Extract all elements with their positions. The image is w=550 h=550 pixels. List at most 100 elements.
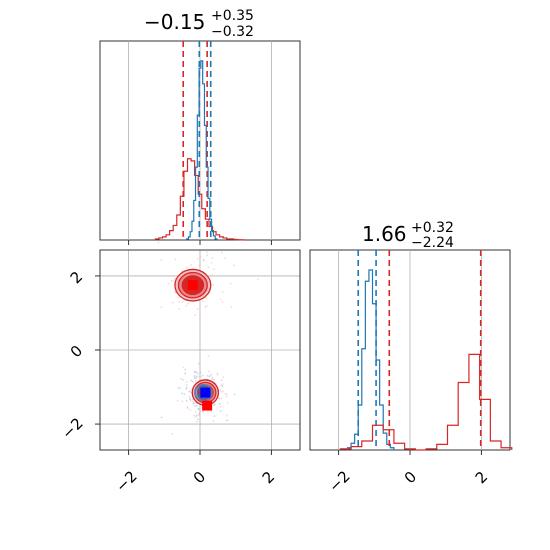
scatter-point-red-0 (207, 266, 210, 269)
scatter-point-red-1 (195, 411, 197, 414)
top-left-title-minus: −0.32 (211, 24, 254, 40)
scatter-point-blue (185, 400, 188, 402)
scatter-point-red-0 (187, 302, 190, 305)
scatter-point-red-0 (210, 262, 213, 264)
scatter-point-red-0 (160, 259, 163, 262)
scatter-point-red-1 (221, 383, 224, 386)
scatter-point-red-0 (172, 279, 175, 282)
scatter-point-red-0 (160, 306, 163, 309)
br-series-1 (339, 353, 513, 451)
scatter-point-red-0 (233, 264, 235, 267)
blue-contour-outer (194, 383, 213, 402)
y-ticklabel-2d-0: 2 (67, 268, 86, 287)
scatter-point-red-0 (196, 308, 199, 310)
scatter-point-blue (188, 390, 191, 393)
scatter-point-red-1 (220, 391, 223, 393)
y-ticklabel-2d-2: −2 (58, 414, 86, 442)
bottom-right-title-value: 1.66 (362, 222, 407, 246)
scatter-point-red-0 (210, 274, 213, 277)
scatter-point-blue (219, 410, 222, 412)
scatter-point-red-1 (200, 375, 203, 378)
scatter-point-blue (221, 385, 224, 387)
scatter-point-red-0 (224, 257, 226, 260)
scatter-point-red-1 (216, 372, 219, 375)
scatter-point-red-1 (222, 376, 225, 379)
x-ticklabel-br-1: 0 (401, 468, 420, 487)
scatter-point-red-1 (185, 381, 188, 384)
scatter-point-red-0 (177, 296, 180, 299)
scatter-point-red-1 (171, 432, 174, 435)
scatter-point-red-0 (157, 241, 160, 244)
scatter-point-red-1 (189, 399, 192, 402)
scatter-point-red-0 (194, 314, 197, 317)
scatter-point-blue (195, 371, 198, 374)
scatter-point-blue (184, 368, 187, 371)
scatter-point-red-1 (188, 395, 191, 398)
scatter-point-blue (211, 378, 214, 380)
top-series-1 (186, 60, 218, 240)
scatter-point-red-1 (219, 405, 222, 408)
scatter-point-red-1 (199, 410, 202, 412)
scatter-point-red-1 (176, 399, 179, 402)
scatter-point-red-1 (181, 400, 184, 403)
scatter-point-red-1 (211, 376, 214, 379)
scatter-point-blue (218, 403, 221, 405)
scatter-point-red-0 (185, 266, 188, 269)
scatter-point-red-0 (181, 301, 184, 304)
scatter-point-red-0 (178, 301, 181, 303)
scatter-point-red-0 (230, 306, 233, 309)
scatter-point-red-0 (196, 258, 199, 260)
scatter-point-blue (219, 389, 222, 392)
scatter-point-red-1 (225, 395, 228, 398)
scatter-point-red-0 (204, 306, 207, 309)
scatter-point-red-0 (206, 254, 209, 257)
top-series-0 (154, 158, 246, 241)
x-ticklabel-br-0: −2 (325, 467, 353, 495)
scatter-point-red-0 (202, 258, 205, 261)
scatter-point-blue (183, 393, 186, 396)
scatter-point-red-0 (167, 282, 170, 285)
scatter-point-red-0 (202, 300, 205, 303)
scatter-point-red-1 (197, 375, 200, 378)
scatter-point-red-0 (183, 235, 186, 238)
scatter-point-red-1 (207, 370, 210, 373)
scatter-point-red-1 (190, 388, 192, 391)
scatter-point-blue (213, 378, 215, 381)
red-core-marker-1 (202, 400, 213, 411)
scatter-point-red-1 (189, 408, 192, 411)
scatter-point-red-1 (226, 401, 229, 404)
bottom-right-title: 1.66 +0.32 −2.24 (362, 220, 454, 251)
scatter-point-red-1 (197, 362, 200, 365)
scatter-point-blue (194, 377, 196, 380)
scatter-point-blue (191, 380, 194, 383)
scatter-point-blue (218, 397, 220, 400)
scatter-point-red-0 (190, 263, 193, 266)
scatter-point-blue (190, 379, 193, 382)
2d-frame (99, 249, 301, 451)
br-series-0 (346, 269, 395, 450)
scatter-point-red-1 (220, 397, 223, 400)
x-ticklabel-2d-2: 2 (259, 468, 278, 487)
scatter-point-red-0 (221, 301, 224, 303)
scatter-point-blue (160, 416, 163, 419)
scatter-point-red-1 (196, 420, 198, 423)
scatter-point-red-0 (199, 255, 202, 258)
scatter-point-blue (199, 371, 202, 374)
scatter-point-red-0 (171, 301, 174, 304)
top-left-title-plus: +0.35 (211, 8, 254, 24)
scatter-point-blue (197, 407, 200, 410)
scatter-point-blue (188, 397, 191, 400)
x-ticklabel-br-2: 2 (472, 468, 491, 487)
scatter-point-red-1 (224, 392, 227, 395)
scatter-point-red-0 (205, 296, 208, 299)
scatter-point-red-1 (185, 384, 188, 386)
bottom-right-histogram-panel (309, 249, 513, 455)
red-core-marker-0 (187, 280, 198, 291)
scatter-point-blue (185, 388, 187, 390)
blue-core-marker (200, 387, 211, 398)
scatter-point-blue (208, 375, 211, 378)
scatter-point-red-0 (205, 304, 208, 307)
scatter-point-red-0 (221, 291, 224, 293)
scatter-point-red-1 (202, 374, 205, 377)
scatter-point-red-0 (229, 282, 232, 285)
